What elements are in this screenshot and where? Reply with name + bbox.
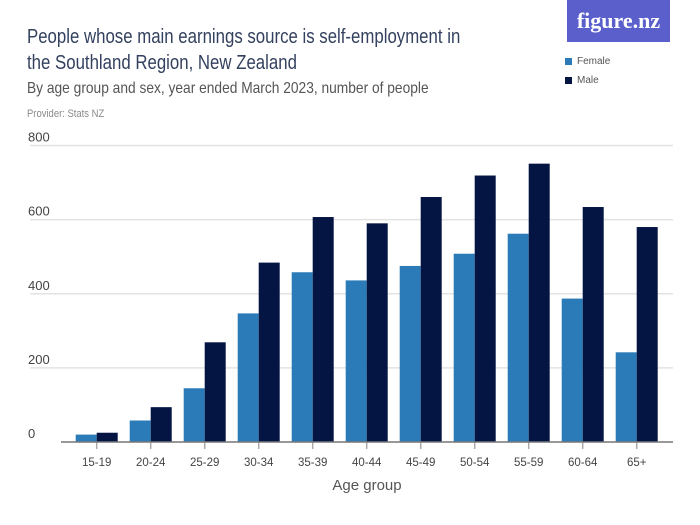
bar-female-15-19: [75, 434, 97, 442]
x-tick-label: 25-29: [190, 457, 219, 469]
chart-subtitle: By age group and sex, year ended March 2…: [27, 80, 429, 97]
x-tick-label: 50-54: [460, 457, 490, 469]
bar-female-55-59: [507, 233, 529, 442]
x-tick-label: 40-44: [352, 457, 382, 469]
legend-label: Male: [577, 75, 599, 86]
chart-title-line-1: People whose main earnings source is sel…: [27, 26, 461, 48]
chart-title-line-2: the Southland Region, New Zealand: [27, 52, 297, 74]
bar-female-65+: [615, 352, 637, 442]
y-tick-label: 400: [28, 278, 50, 293]
bar-female-30-34: [237, 313, 259, 442]
x-tick-label: 60-64: [568, 457, 598, 469]
x-tick-label: 15-19: [82, 457, 111, 469]
bar-male-35-39: [312, 217, 334, 442]
bar-male-45-49: [420, 197, 442, 442]
y-tick-label: 0: [28, 426, 35, 441]
legend-item-female: Female: [565, 56, 610, 67]
x-tick-label: 65+: [627, 457, 647, 469]
legend-item-male: Male: [565, 75, 599, 86]
x-tick-label: 35-39: [298, 457, 327, 469]
x-axis-label: Age group: [332, 477, 401, 494]
bar-female-20-24: [129, 420, 151, 442]
bar-male-15-19: [96, 432, 118, 442]
bar-female-50-54: [453, 253, 475, 442]
x-tick-label: 20-24: [136, 457, 166, 469]
figure-nz-logo[interactable]: figure.nz: [567, 0, 670, 42]
y-tick-label: 800: [28, 130, 50, 145]
bar-male-30-34: [258, 262, 280, 442]
bar-female-35-39: [291, 272, 313, 442]
bar-male-60-64: [582, 207, 604, 442]
bar-female-25-29: [183, 388, 205, 442]
legend-label: Female: [577, 56, 611, 67]
y-tick-label: 600: [28, 204, 50, 219]
bar-female-40-44: [345, 280, 367, 442]
legend-swatch-female: [565, 58, 572, 65]
bar-female-60-64: [561, 298, 583, 442]
bar-male-25-29: [204, 342, 226, 442]
bar-male-50-54: [474, 175, 496, 442]
bar-male-65+: [636, 227, 658, 442]
x-tick-label: 30-34: [244, 457, 274, 469]
x-tick-label: 45-49: [406, 457, 435, 469]
bar-female-45-49: [399, 265, 421, 442]
x-tick-label: 55-59: [514, 457, 543, 469]
legend-swatch-male: [565, 77, 572, 84]
bar-male-40-44: [366, 223, 388, 442]
bar-male-55-59: [528, 163, 550, 442]
provider-text: Provider: Stats NZ: [27, 108, 105, 120]
bar-male-20-24: [150, 407, 172, 442]
y-tick-label: 200: [28, 352, 50, 367]
